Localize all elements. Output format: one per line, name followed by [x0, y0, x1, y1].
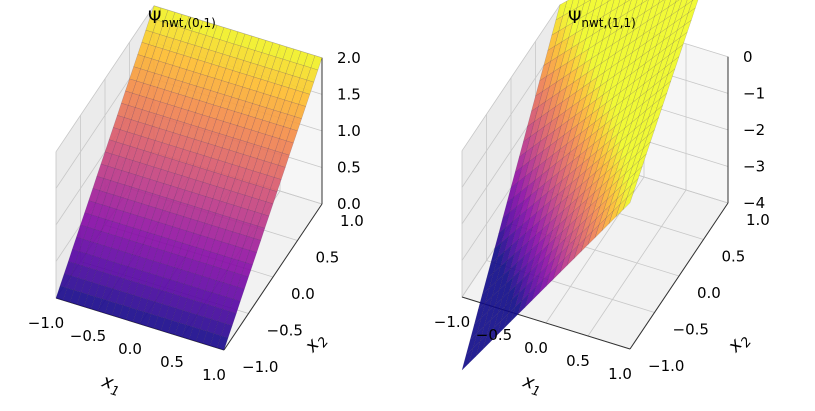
surface-patch	[233, 286, 245, 302]
surface-patch	[675, 0, 680, 3]
z-tick-label: −2	[743, 121, 765, 139]
x-tick-label: 0.5	[566, 352, 590, 370]
y-axis-label: x2	[723, 328, 755, 359]
y-tick-label: −1.0	[242, 358, 278, 376]
surface-plot-left: −1.0−0.50.00.51.0 −1.0−0.50.00.51.00.00.5…	[28, 4, 364, 400]
grid-line-z	[461, 4, 561, 152]
surface-patch	[265, 189, 278, 205]
surface-patch	[245, 250, 257, 266]
surface-patch	[237, 274, 249, 290]
x-tick-label: −0.5	[476, 326, 512, 344]
x-tick-label: 0.0	[524, 339, 548, 357]
surface-patch	[253, 225, 266, 241]
y-tick-label: 0.5	[316, 249, 340, 267]
z-tick-label: 0.5	[337, 158, 361, 176]
z-tick-label: 0	[743, 48, 753, 66]
y-tick-label: −0.5	[267, 322, 303, 340]
tick-labels: −1.0−0.50.00.51.0 −1.0−0.50.00.51.0−4−3−2…	[434, 48, 770, 383]
surface-patch	[241, 262, 253, 278]
x-axis-label: x1	[518, 370, 544, 400]
surface-patch	[257, 213, 270, 229]
y-tick-label: −0.5	[673, 321, 709, 339]
z-tick-label: −3	[743, 157, 765, 175]
y-axis-line	[223, 203, 323, 351]
x-tick-label: 1.0	[202, 366, 226, 384]
plot-title: Ψnwt,(1,1)	[568, 8, 636, 30]
surface-patch	[229, 298, 241, 314]
z-tick-label: −1	[743, 84, 765, 102]
y-tick-label: 1.0	[340, 212, 364, 230]
z-tick-label: −4	[743, 194, 765, 212]
grid-line-z	[461, 41, 561, 188]
x-axis-label: x1	[97, 370, 123, 400]
y-axis-label: x2	[300, 328, 332, 359]
y-tick-label: −1.0	[648, 357, 684, 375]
x-tick-label: 0.5	[160, 353, 184, 371]
surface	[55, 5, 323, 351]
x-tick-label: −1.0	[434, 313, 470, 331]
x-tick-label: 0.0	[118, 340, 142, 358]
z-tick-label: 2.0	[337, 49, 361, 67]
surface-patch	[622, 190, 635, 210]
surface-patch	[216, 335, 229, 351]
y-tick-label: 0.5	[722, 248, 746, 266]
z-tick-label: 1.5	[337, 85, 361, 103]
grid-line-z	[55, 5, 155, 153]
z-tick-label: 1.0	[337, 122, 361, 140]
x-tick-label: 1.0	[608, 365, 632, 383]
surface	[461, 0, 699, 371]
plot-title: Ψnwt,(0,1)	[148, 8, 216, 30]
surface-patch	[282, 140, 294, 156]
y-tick-label: 1.0	[746, 211, 770, 229]
x-tick-label: −1.0	[28, 314, 64, 332]
surface-patch	[224, 311, 237, 326]
grid-line-x	[587, 189, 687, 337]
tick-labels: −1.0−0.50.00.51.0 −1.0−0.50.00.51.00.00.5…	[28, 49, 364, 384]
surface-patch	[290, 116, 302, 132]
surface-plot-right: −1.0−0.50.00.51.0 −1.0−0.50.00.51.0−4−3−2…	[434, 0, 770, 400]
surface-patch	[278, 152, 290, 168]
z-tick-label: 0.0	[337, 195, 361, 213]
y-tick-label: 0.0	[291, 285, 315, 303]
x-tick-label: −0.5	[70, 327, 106, 345]
y-axis-line	[629, 202, 729, 350]
y-tick-label: 0.0	[697, 284, 721, 302]
